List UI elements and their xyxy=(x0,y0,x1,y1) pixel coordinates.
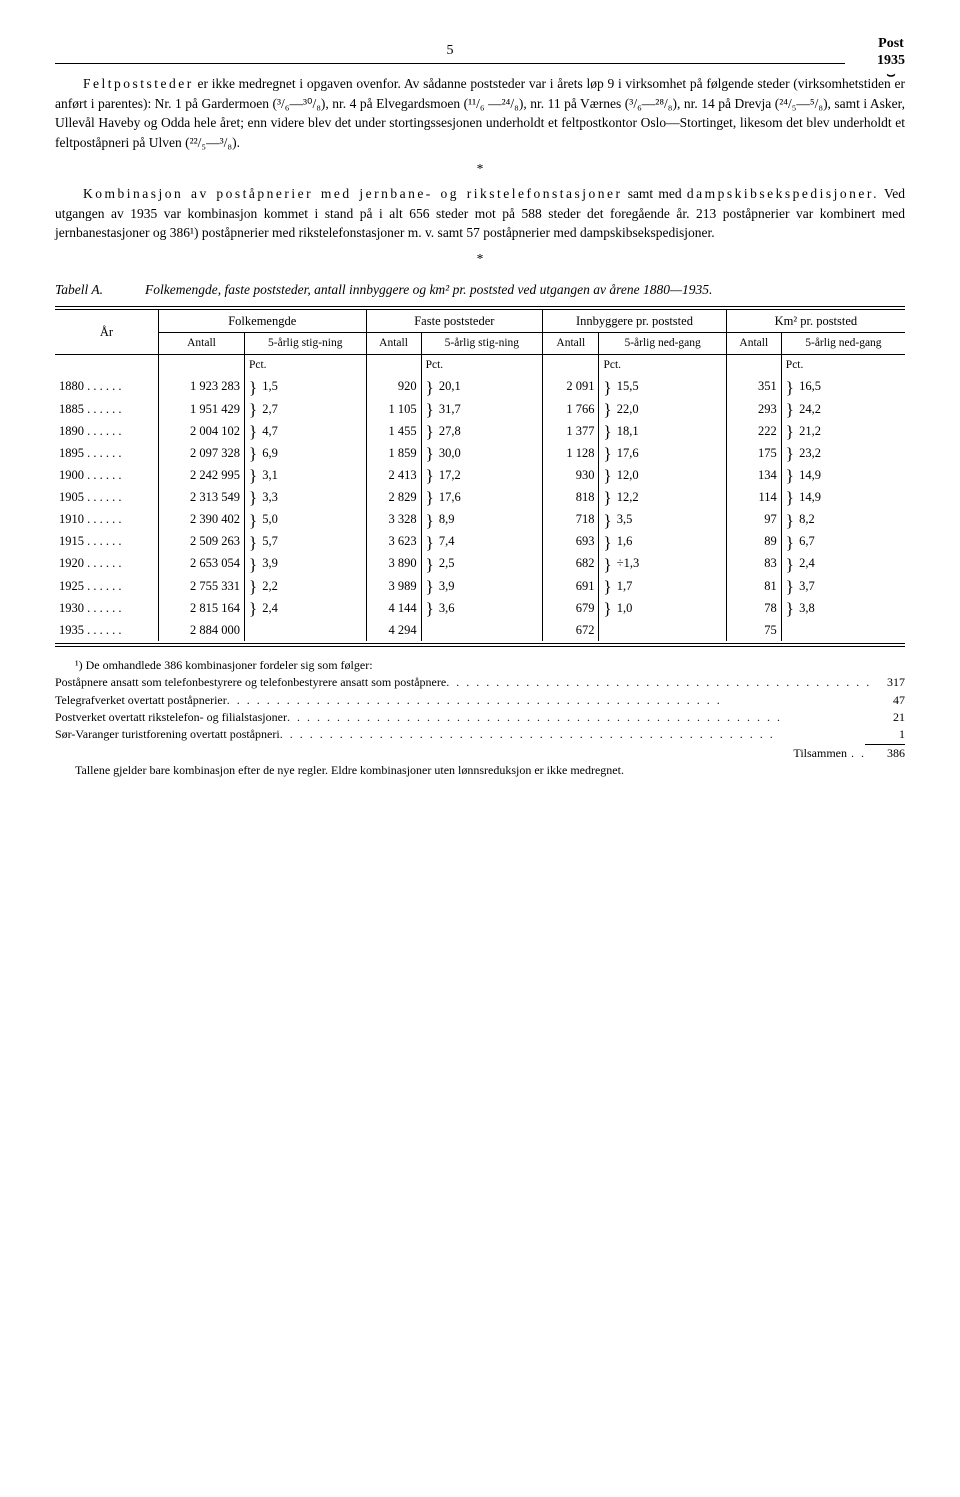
th-ned-2: 5-årlig ned-gang xyxy=(781,333,905,355)
post-year-block: Post 1935 ⌣ xyxy=(877,36,905,81)
footnote-list-item: Telegrafverket overtatt poståpnerier . .… xyxy=(55,692,905,709)
th-year: År xyxy=(55,310,158,354)
table-row: 1885 . . . . . .1 951 429} 2,71 105} 31,… xyxy=(55,398,905,420)
footnote-list-item: Poståpnere ansatt som telefonbestyrere o… xyxy=(55,674,905,691)
th-antall-2: Antall xyxy=(366,333,421,355)
table-row: 1930 . . . . . .2 815 164} 2,44 144} 3,6… xyxy=(55,597,905,619)
th-stig-2: 5-årlig stig-ning xyxy=(421,333,543,355)
footsum-text: Tilsammen xyxy=(793,745,851,762)
table-row: 1900 . . . . . .2 242 995} 3,12 413} 17,… xyxy=(55,464,905,486)
swash-icon: ⌣ xyxy=(877,70,905,81)
table-body: Pct.Pct.Pct.Pct.1880 . . . . . .1 923 28… xyxy=(55,354,905,641)
table-row: 1925 . . . . . .2 755 331} 2,23 989} 3,9… xyxy=(55,575,905,597)
paragraph-2: Kombinasjon av poståpnerier med jernbane… xyxy=(55,184,905,243)
post-label: Post xyxy=(877,36,905,53)
table-label: Tabell A. xyxy=(55,280,145,300)
table-header-row-1: År Folkemengde Faste poststeder Innbygge… xyxy=(55,310,905,333)
pct-label-row: Pct.Pct.Pct.Pct. xyxy=(55,354,905,375)
th-antall-1: Antall xyxy=(158,333,244,355)
table-row: 1915 . . . . . .2 509 263} 5,73 623} 7,4… xyxy=(55,530,905,552)
para2-b: samt med xyxy=(622,186,686,201)
double-rule-bottom xyxy=(55,643,905,647)
table-row: 1910 . . . . . .2 390 402} 5,03 328} 8,9… xyxy=(55,508,905,530)
para2-c: dampskibsekspedisjoner. xyxy=(687,186,879,201)
footnote-list: Poståpnere ansatt som telefonbestyrere o… xyxy=(55,674,905,744)
th-innbyggere: Innbyggere pr. poststed xyxy=(543,310,727,333)
th-poststeder: Faste poststeder xyxy=(366,310,543,333)
page-header: 5 Post 1935 ⌣ xyxy=(55,40,905,64)
para1-lead: Feltpoststeder xyxy=(83,76,194,91)
table-row: 1880 . . . . . .1 923 283} 1,5920} 20,12… xyxy=(55,375,905,397)
table-row: 1890 . . . . . .2 004 102} 4,71 455} 27,… xyxy=(55,420,905,442)
footnote-sum: Tilsammen . . . 386 xyxy=(55,745,905,762)
table-row: 1895 . . . . . .2 097 328} 6,91 859} 30,… xyxy=(55,442,905,464)
asterisk-divider-2: * xyxy=(55,249,905,269)
para2-lead: Kombinasjon av poståpnerier med jernbane… xyxy=(83,186,622,201)
table-row: 1920 . . . . . .2 653 054} 3,93 890} 2,5… xyxy=(55,552,905,574)
footnote-end: Tallene gjelder bare kombinasjon efter d… xyxy=(55,762,905,779)
th-stig-1: 5-årlig stig-ning xyxy=(244,333,366,355)
footnote-list-item: Postverket overtatt rikstelefon- og fili… xyxy=(55,709,905,726)
page-number: 5 xyxy=(447,43,454,58)
table-header-row-2: Antall 5-årlig stig-ning Antall 5-årlig … xyxy=(55,333,905,355)
table-row: 1905 . . . . . .2 313 549} 3,32 829} 17,… xyxy=(55,486,905,508)
th-antall-4: Antall xyxy=(726,333,781,355)
footsum-num: 386 xyxy=(869,745,905,762)
page-number-rule: 5 xyxy=(55,40,845,64)
th-km: Km² pr. poststed xyxy=(726,310,905,333)
paragraph-1: Feltpoststeder er ikke medregnet i opgav… xyxy=(55,74,905,152)
footnote-list-item: Sør-Varanger turistforening overtatt pos… xyxy=(55,726,905,743)
table-title: Tabell A. Folkemengde, faste poststeder,… xyxy=(55,280,905,300)
th-ned-1: 5-årlig ned-gang xyxy=(599,333,726,355)
asterisk-divider: * xyxy=(55,159,905,179)
th-antall-3: Antall xyxy=(543,333,599,355)
table-row: 1935 . . . . . .2 884 000 4 294 672 75 xyxy=(55,619,905,641)
th-folkemengde: Folkemengde xyxy=(158,310,366,333)
footnote-intro: ¹) De omhandlede 386 kombinasjoner forde… xyxy=(55,657,905,674)
data-table: År Folkemengde Faste poststeder Innbygge… xyxy=(55,310,905,641)
table-desc: Folkemengde, faste poststeder, antall in… xyxy=(145,280,905,300)
